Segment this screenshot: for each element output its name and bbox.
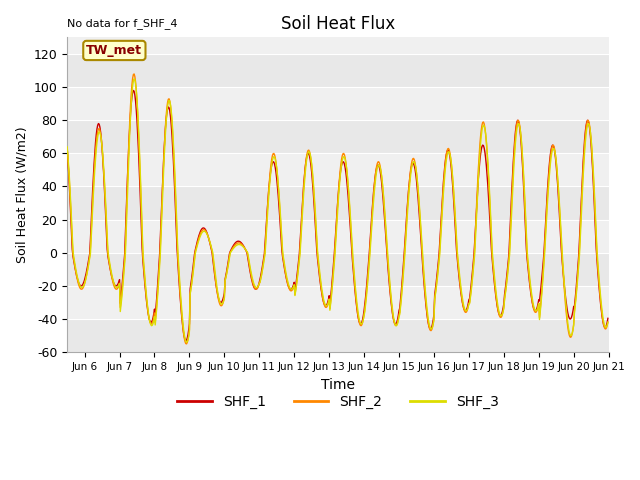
SHF_3 — [65, 174, 73, 180]
SHF_2 — [140, 262, 147, 268]
Title: Soil Heat Flux: Soil Heat Flux — [281, 15, 395, 33]
SHF_2 — [182, 341, 190, 347]
SHF_1 — [452, 247, 460, 253]
Line: SHF_2: SHF_2 — [67, 74, 608, 344]
SHF_1 — [140, 266, 147, 272]
SHF_2 — [296, 255, 303, 261]
Line: SHF_3: SHF_3 — [67, 79, 608, 342]
Bar — [67, 220, 609, 253]
SHF_3 — [604, 319, 612, 325]
Text: No data for f_SHF_4: No data for f_SHF_4 — [67, 18, 178, 29]
SHF_3 — [63, 144, 71, 150]
SHF_3 — [182, 339, 190, 345]
SHF_2 — [452, 240, 460, 246]
Bar — [67, 120, 609, 153]
SHF_2 — [466, 300, 474, 305]
SHF_2 — [316, 273, 324, 279]
Bar — [67, 319, 609, 352]
SHF_1 — [129, 87, 137, 93]
Y-axis label: Soil Heat Flux (W/m2): Soil Heat Flux (W/m2) — [15, 126, 28, 263]
SHF_2 — [63, 145, 71, 151]
Bar — [67, 253, 609, 286]
Bar — [67, 286, 609, 319]
SHF_1 — [296, 252, 303, 257]
Bar — [67, 153, 609, 187]
SHF_3 — [316, 269, 324, 275]
X-axis label: Time: Time — [321, 377, 355, 392]
SHF_1 — [604, 315, 612, 321]
Legend: SHF_1, SHF_2, SHF_3: SHF_1, SHF_2, SHF_3 — [172, 389, 504, 415]
SHF_3 — [466, 300, 474, 306]
Bar — [67, 87, 609, 120]
Text: TW_met: TW_met — [86, 44, 142, 57]
SHF_1 — [316, 275, 324, 281]
SHF_1 — [63, 145, 71, 151]
SHF_1 — [466, 296, 474, 301]
Bar — [67, 54, 609, 87]
SHF_2 — [65, 179, 73, 184]
SHF_1 — [182, 338, 189, 344]
SHF_1 — [65, 182, 73, 188]
Line: SHF_1: SHF_1 — [67, 90, 608, 341]
SHF_3 — [140, 258, 147, 264]
Bar — [67, 187, 609, 220]
SHF_2 — [131, 71, 138, 77]
SHF_3 — [452, 235, 460, 240]
SHF_3 — [296, 258, 303, 264]
SHF_3 — [131, 76, 138, 82]
SHF_2 — [604, 319, 612, 325]
